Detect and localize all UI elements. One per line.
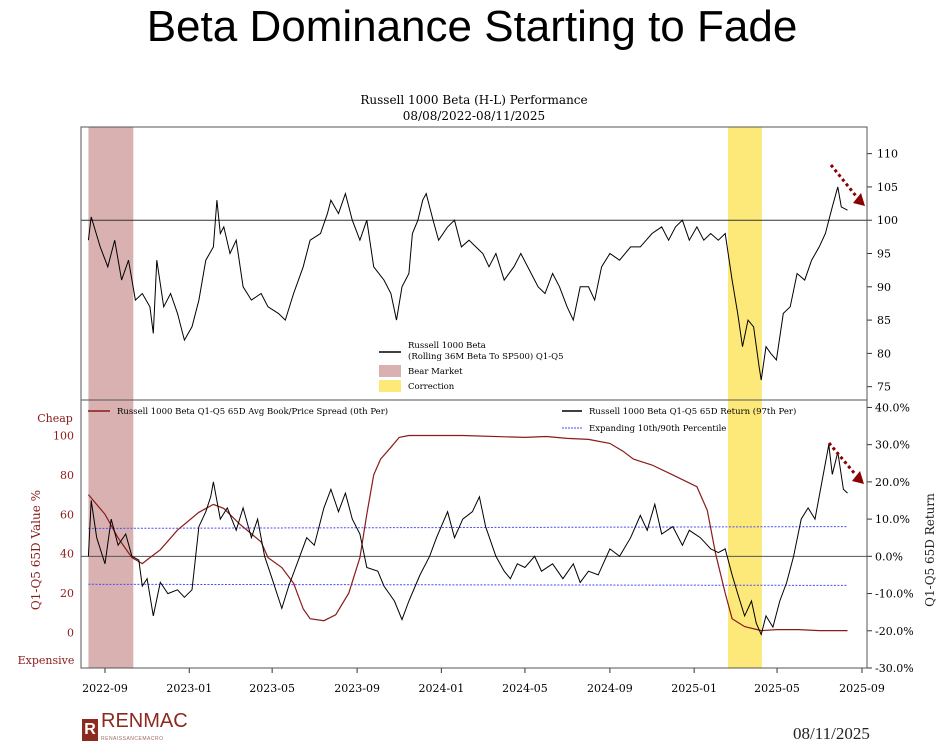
left-ytick-label: 40 <box>60 548 74 561</box>
left-axis-label: Q1-Q5 65D Value % <box>29 490 43 610</box>
left-ytick-label: 20 <box>60 587 74 600</box>
logo-mark: R <box>82 719 98 741</box>
top-ytick-label: 80 <box>877 347 891 360</box>
beta-performance-line <box>87 186 848 381</box>
logo-sub: RENAISSANCEMACRO <box>101 736 164 742</box>
top-ytick-label: 75 <box>877 381 891 394</box>
xtick-label: 2024-09 <box>587 682 633 695</box>
legend-swatch-correction <box>379 380 401 392</box>
xtick-label: 2023-05 <box>249 682 295 695</box>
right-axis-label: Q1-Q5 65D Return <box>923 493 937 607</box>
right-ytick-label: -30.0% <box>875 662 914 675</box>
legend-label-percentile: Expanding 10th/90th Percentile <box>589 424 726 434</box>
legend-label-beta: Russell 1000 Beta <box>408 341 486 351</box>
logo-name: RENMAC <box>101 710 188 732</box>
down-arrow-icon <box>829 164 865 206</box>
shaded-bear-market <box>88 127 134 668</box>
value-spread-line <box>87 434 848 632</box>
down-arrow-icon <box>827 442 864 484</box>
left-ytick-label: 0 <box>67 627 74 640</box>
legend-swatch-bear <box>379 365 401 377</box>
left-ytick-label: 100 <box>53 429 74 442</box>
xtick-label: 2025-01 <box>671 682 717 695</box>
right-ytick-label: -10.0% <box>875 588 914 601</box>
xtick-label: 2023-09 <box>334 682 380 695</box>
right-ytick-label: -20.0% <box>875 625 914 638</box>
right-ytick-label: 30.0% <box>875 439 910 452</box>
top-ytick-label: 95 <box>877 248 891 261</box>
expensive-label: Expensive <box>18 654 75 667</box>
top-legend: Russell 1000 Beta (Rolling 36M Beta To S… <box>379 341 564 392</box>
right-ytick-label: 20.0% <box>875 476 910 489</box>
top-ytick-label: 85 <box>877 314 891 327</box>
xtick-label: 2023-01 <box>166 682 212 695</box>
left-ytick-label: 80 <box>60 469 74 482</box>
reference-lines <box>81 219 867 557</box>
legend-label-correction: Correction <box>408 382 455 392</box>
renmac-logo: R RENMAC RENAISSANCEMACRO <box>82 710 188 748</box>
top-ytick-label: 105 <box>877 181 898 194</box>
xtick-label: 2024-01 <box>419 682 465 695</box>
shaded-periods <box>88 127 762 668</box>
right-ytick-label: 40.0% <box>875 401 910 414</box>
chart-title: Russell 1000 Beta (H-L) Performance <box>360 93 587 107</box>
top-ytick-label: 110 <box>877 148 898 161</box>
cheap-label: Cheap <box>37 412 73 425</box>
bottom-panel-frame <box>80 399 868 669</box>
bottom-legend: Russell 1000 Beta Q1-Q5 65D Avg Book/Pri… <box>88 406 796 434</box>
footer-date: 08/11/2025 <box>793 724 870 743</box>
top-ytick-label: 100 <box>877 214 898 227</box>
legend-label-return: Russell 1000 Beta Q1-Q5 65D Return (97th… <box>589 406 796 417</box>
series-lines <box>87 186 848 637</box>
xtick-label: 2025-05 <box>754 682 800 695</box>
chart-subtitle: 08/08/2022-08/11/2025 <box>403 109 545 123</box>
axes: 75 80 85 90 95 100 105 110 0 20 40 60 80 100 -30.0% -20… <box>53 148 914 695</box>
top-ytick-label: 90 <box>877 281 891 294</box>
legend-label-value: Russell 1000 Beta Q1-Q5 65D Avg Book/Pri… <box>117 406 388 417</box>
slide-title: Beta Dominance Starting to Fade <box>146 2 798 51</box>
right-ytick-label: 10.0% <box>875 513 910 526</box>
xtick-label: 2024-05 <box>502 682 548 695</box>
percentile-upper-line <box>88 526 848 529</box>
xtick-label: 2025-09 <box>839 682 885 695</box>
xtick-label: 2022-09 <box>82 682 128 695</box>
left-ytick-label: 60 <box>60 508 74 521</box>
shaded-correction <box>728 127 762 668</box>
return-line <box>87 444 848 637</box>
percentile-lower-line <box>88 583 848 586</box>
legend-label-beta-2: (Rolling 36M Beta To SP500) Q1-Q5 <box>408 351 564 362</box>
legend-label-bear: Bear Market <box>408 367 463 377</box>
right-ytick-label: 0.0% <box>875 550 903 563</box>
